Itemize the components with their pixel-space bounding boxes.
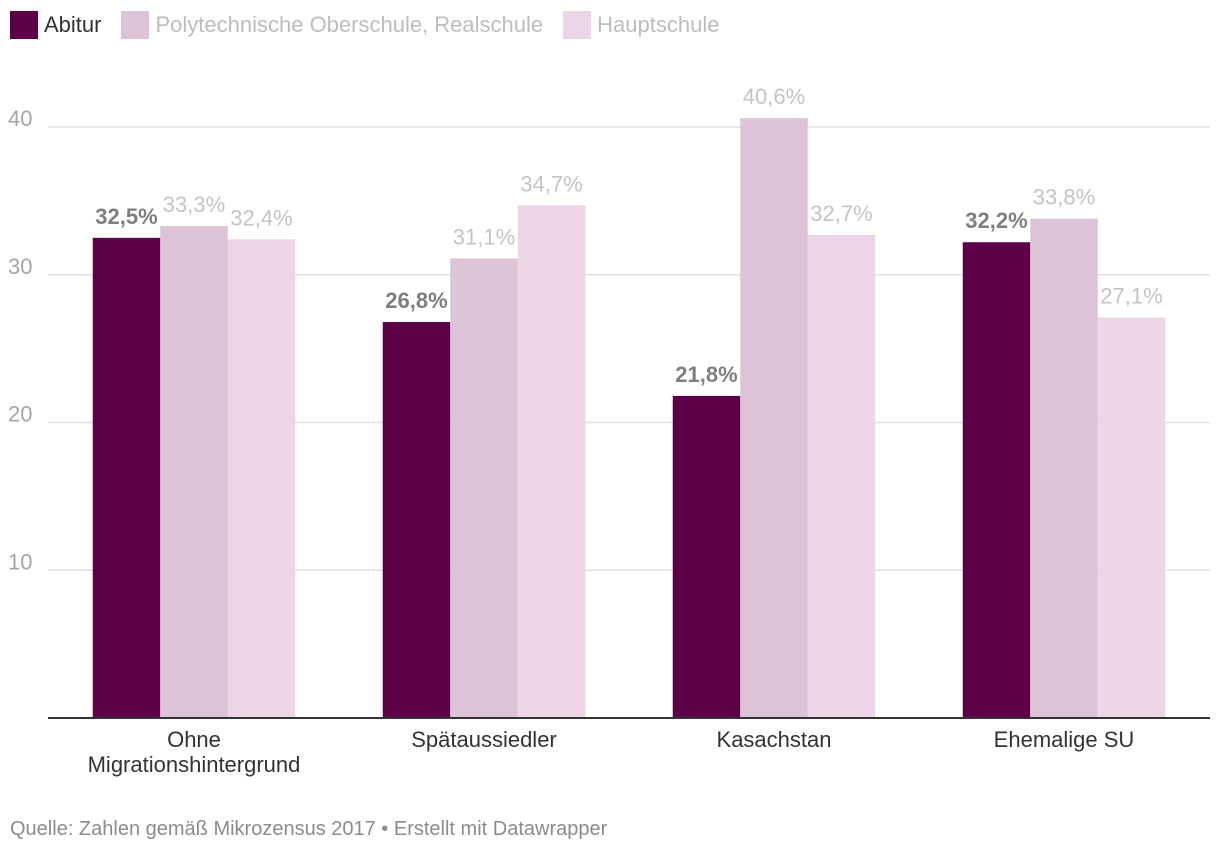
legend-label-hauptschule: Hauptschule <box>597 12 720 37</box>
bar-chart: 10 20 30 40 32,5% 33,3%32,4% Ohne Migrationshin… <box>8 84 1210 777</box>
bar-0-2 <box>672 395 741 718</box>
data-label: 33,8% <box>1033 185 1095 210</box>
data-label: 32,7% <box>810 201 872 226</box>
data-label: 21,8% <box>675 362 737 387</box>
data-label: 26,8% <box>385 288 447 313</box>
bar-2-3 <box>1097 317 1166 718</box>
legend-item-realschule[interactable]: Polytechnische Oberschule, Realschule <box>121 11 543 39</box>
bar-1-2 <box>740 118 808 718</box>
source-footer: Quelle: Zahlen gemäß Mikrozensus 2017 • … <box>10 818 608 840</box>
legend-item-hauptschule[interactable]: Hauptschule <box>563 11 719 39</box>
legend-swatch-abitur <box>10 11 38 39</box>
bar-1-1 <box>450 258 518 718</box>
bar-1-3 <box>1030 218 1098 719</box>
bar-0-3 <box>962 242 1031 718</box>
x-tick-label: Ehemalige SU <box>994 727 1135 752</box>
bar-2-2 <box>807 234 876 719</box>
data-label: 32,4% <box>230 205 292 230</box>
bar-1-0 <box>160 225 228 718</box>
y-tick-label: 30 <box>8 254 32 279</box>
data-label: 27,1% <box>1100 284 1162 309</box>
data-label: 40,6% <box>743 84 805 109</box>
bar-0-0 <box>92 237 161 718</box>
y-tick-label: 20 <box>8 402 32 427</box>
data-label: 31,1% <box>453 224 515 249</box>
y-tick-label: 10 <box>8 549 32 574</box>
legend-label-realschule: Polytechnische Oberschule, Realschule <box>155 12 544 37</box>
y-tick-label: 40 <box>8 106 32 131</box>
data-label: 33,3% <box>163 192 225 217</box>
bar-2-0 <box>227 239 296 719</box>
legend-label-abitur: Abitur <box>44 12 102 37</box>
legend-swatch-realschule <box>121 11 150 39</box>
x-tick-label: Kasachstan <box>717 727 832 752</box>
bar-2-1 <box>517 205 586 718</box>
chart-legend: Abitur Polytechnische Oberschule, Realsc… <box>10 10 739 40</box>
data-label: 34,7% <box>520 171 582 196</box>
data-label: 32,5% <box>95 204 157 229</box>
x-tick-label: Spätaussiedler <box>411 727 557 752</box>
bar-0-1 <box>382 322 451 718</box>
data-label: 32,2% <box>965 208 1027 233</box>
legend-swatch-hauptschule <box>563 11 592 39</box>
x-tick-label: Ohne Migrationshintergrund <box>88 727 301 777</box>
legend-item-abitur[interactable]: Abitur <box>10 11 101 39</box>
